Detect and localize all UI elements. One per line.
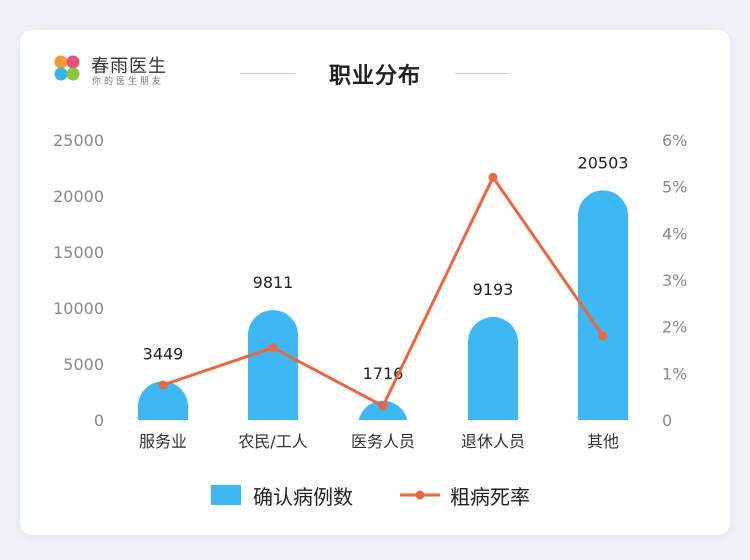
x-tick-label: 服务业	[139, 432, 187, 451]
brand-name: 春雨医生	[91, 56, 167, 77]
line-point	[488, 172, 498, 182]
y-left-tick-label: 25000	[53, 131, 104, 150]
x-tick-label: 退休人员	[461, 432, 525, 451]
bar	[578, 190, 628, 420]
y-left-tick-label: 15000	[53, 243, 104, 262]
y-right-tick-label: 0	[662, 411, 672, 430]
title-right-rule	[455, 73, 510, 74]
bar-value-label: 9811	[253, 273, 294, 292]
line-point	[378, 401, 388, 411]
y-right-tick-label: 2%	[662, 318, 687, 337]
brand-logo-icon	[54, 55, 80, 81]
y-left-tick-label: 0	[94, 411, 104, 430]
y-left-tick-label: 20000	[53, 187, 104, 206]
line-point	[598, 331, 608, 341]
legend-line-label: 粗病死率	[450, 485, 530, 509]
chart-title: 职业分布	[328, 64, 421, 89]
legend-line-swatch-icon	[400, 490, 440, 500]
legend-bar-swatch-icon	[211, 485, 241, 505]
bar-value-label: 1716	[363, 364, 404, 383]
bar	[358, 400, 408, 426]
x-tick-label: 其他	[587, 432, 619, 451]
y-right-tick-label: 1%	[662, 364, 687, 383]
y-left-tick-label: 5000	[63, 355, 104, 374]
title-left-rule	[240, 73, 295, 74]
baseline-mask	[120, 420, 640, 432]
legend-bar-label: 确认病例数	[253, 485, 353, 509]
bar	[467, 317, 518, 420]
chart-legend: 确认病例数 粗病死率	[0, 478, 750, 510]
y-right-tick-label: 6%	[662, 131, 687, 150]
bar-value-label: 9193	[473, 280, 514, 299]
y-left-tick-label: 10000	[53, 299, 104, 318]
brand-tagline: 你的医生朋友	[92, 77, 165, 87]
bar	[248, 310, 298, 420]
bar-value-label: 3449	[143, 344, 184, 363]
x-tick-label: 农民/工人	[238, 432, 307, 451]
chart-title-block: 职业分布	[240, 56, 510, 92]
chart-plot: 0 5000 10000 15000 20000 25000 0 1% 2% 3% 4% 5% 6% 34…	[53, 131, 687, 451]
line-point	[158, 380, 168, 390]
line-point	[268, 343, 278, 353]
x-tick-label: 医务人员	[351, 432, 415, 451]
y-right-tick-label: 3%	[662, 271, 687, 290]
y-right-tick-label: 5%	[662, 178, 687, 197]
bar-value-label: 20503	[578, 153, 629, 172]
y-right-tick-label: 4%	[662, 224, 687, 243]
bar	[138, 381, 188, 420]
